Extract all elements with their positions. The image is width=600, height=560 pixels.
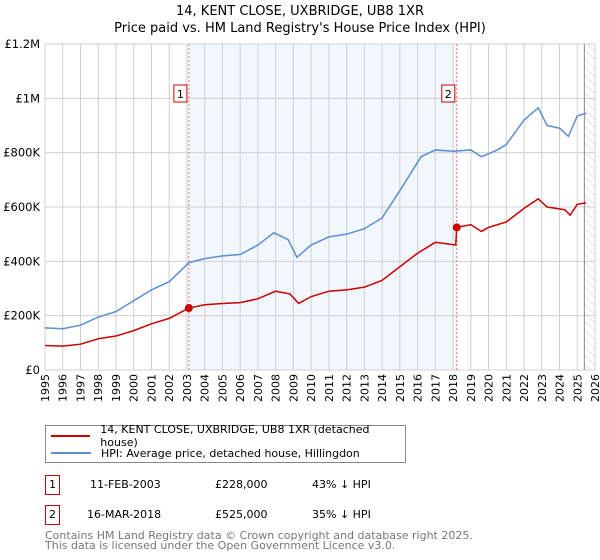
sale-hpi-diff: 43% ↓ HPI xyxy=(312,478,371,491)
sale-marker-label: 2 xyxy=(445,88,452,101)
x-tick-label: 2023 xyxy=(536,374,549,402)
x-tick-label: 1996 xyxy=(57,374,70,402)
sale-price: £525,000 xyxy=(215,508,268,521)
sale-date: 11-FEB-2003 xyxy=(90,478,161,491)
y-tick-label: £200K xyxy=(3,309,40,323)
x-tick-label: 1997 xyxy=(74,374,87,402)
x-tick-label: 2008 xyxy=(270,374,283,402)
x-tick-label: 2017 xyxy=(429,374,442,402)
x-tick-label: 2026 xyxy=(589,374,600,402)
x-tick-label: 2001 xyxy=(145,374,158,402)
x-tick-label: 2016 xyxy=(412,374,425,402)
legend-swatch xyxy=(51,452,91,454)
sale-point xyxy=(452,223,461,232)
x-tick-label: 2000 xyxy=(128,374,141,402)
x-tick-label: 1998 xyxy=(92,374,105,402)
sale-date: 16-MAR-2018 xyxy=(87,508,162,521)
sale-number: 2 xyxy=(45,505,60,525)
x-tick-label: 2007 xyxy=(252,374,265,402)
x-tick-label: 2021 xyxy=(500,374,513,402)
x-tick-label: 2015 xyxy=(394,374,407,402)
sale-price: £228,000 xyxy=(215,478,268,491)
sale-point xyxy=(184,304,193,313)
x-tick-label: 2010 xyxy=(305,374,318,402)
y-tick-label: £1M xyxy=(15,91,40,105)
chart-title: 14, KENT CLOSE, UXBRIDGE, UB8 1XR xyxy=(176,4,424,19)
sale-marker-box xyxy=(441,84,456,103)
sale-marker-box xyxy=(173,84,188,103)
legend-label: 14, KENT CLOSE, UXBRIDGE, UB8 1XR (detac… xyxy=(100,423,370,449)
footer: Contains HM Land Registry data © Crown c… xyxy=(45,529,473,552)
y-tick-label: £600K xyxy=(3,200,40,214)
sale-number: 1 xyxy=(45,475,60,495)
legend-item-property: 14, KENT CLOSE, UXBRIDGE, UB8 1XR (detac… xyxy=(46,423,405,449)
legend: 14, KENT CLOSE, UXBRIDGE, UB8 1XR (detac… xyxy=(45,423,406,463)
footer-copyright: Contains HM Land Registry data © Crown c… xyxy=(45,529,473,542)
x-tick-label: 2022 xyxy=(518,374,531,402)
y-tick-label: £800K xyxy=(3,146,40,160)
x-tick-label: 2011 xyxy=(323,374,336,402)
series-line xyxy=(44,106,587,330)
y-tick-label: £0 xyxy=(25,363,40,377)
x-tick-label: 2002 xyxy=(163,374,176,402)
x-tick-label: 2024 xyxy=(554,374,567,402)
legend-label: HPI: Average price, detached house, Hill… xyxy=(101,446,360,460)
x-tick-label: 2013 xyxy=(358,374,371,402)
x-tick-label: 2004 xyxy=(199,374,212,402)
y-tick-label: £1.2M xyxy=(4,37,40,51)
legend-swatch xyxy=(51,435,91,437)
x-tick-label: 2009 xyxy=(287,374,300,402)
sale-hpi-diff: 35% ↓ HPI xyxy=(312,508,371,521)
x-tick-label: 2014 xyxy=(376,374,389,402)
x-tick-label: 1995 xyxy=(39,374,52,402)
series-line xyxy=(44,197,587,347)
x-tick-label: 1999 xyxy=(110,374,123,402)
x-tick-label: 2006 xyxy=(234,374,247,402)
price-chart: 1995 1996 1997 1998 1999 2000 2001 2002 2003 2004… xyxy=(3,37,600,402)
x-tick-label: 2025 xyxy=(571,374,584,402)
x-tick-label: 2005 xyxy=(216,374,229,402)
footer-licence: This data is licensed under the Open Gov… xyxy=(45,539,396,552)
x-tick-label: 2018 xyxy=(447,374,460,402)
legend-item-hpi: HPI: Average price, detached house, Hill… xyxy=(46,445,360,461)
chart-subtitle: Price paid vs. HM Land Registry's House … xyxy=(114,21,486,36)
x-tick-label: 2019 xyxy=(465,374,478,402)
x-tick-label: 2012 xyxy=(341,374,354,402)
y-tick-label: £400K xyxy=(3,254,40,268)
sale-marker-label: 1 xyxy=(177,88,184,101)
x-tick-label: 2020 xyxy=(483,374,496,402)
sale-row: 2 16-MAR-2018 £525,000 35% ↓ HPI xyxy=(45,505,465,525)
sale-row: 1 11-FEB-2003 £228,000 43% ↓ HPI xyxy=(45,475,465,495)
x-tick-label: 2003 xyxy=(181,374,194,402)
